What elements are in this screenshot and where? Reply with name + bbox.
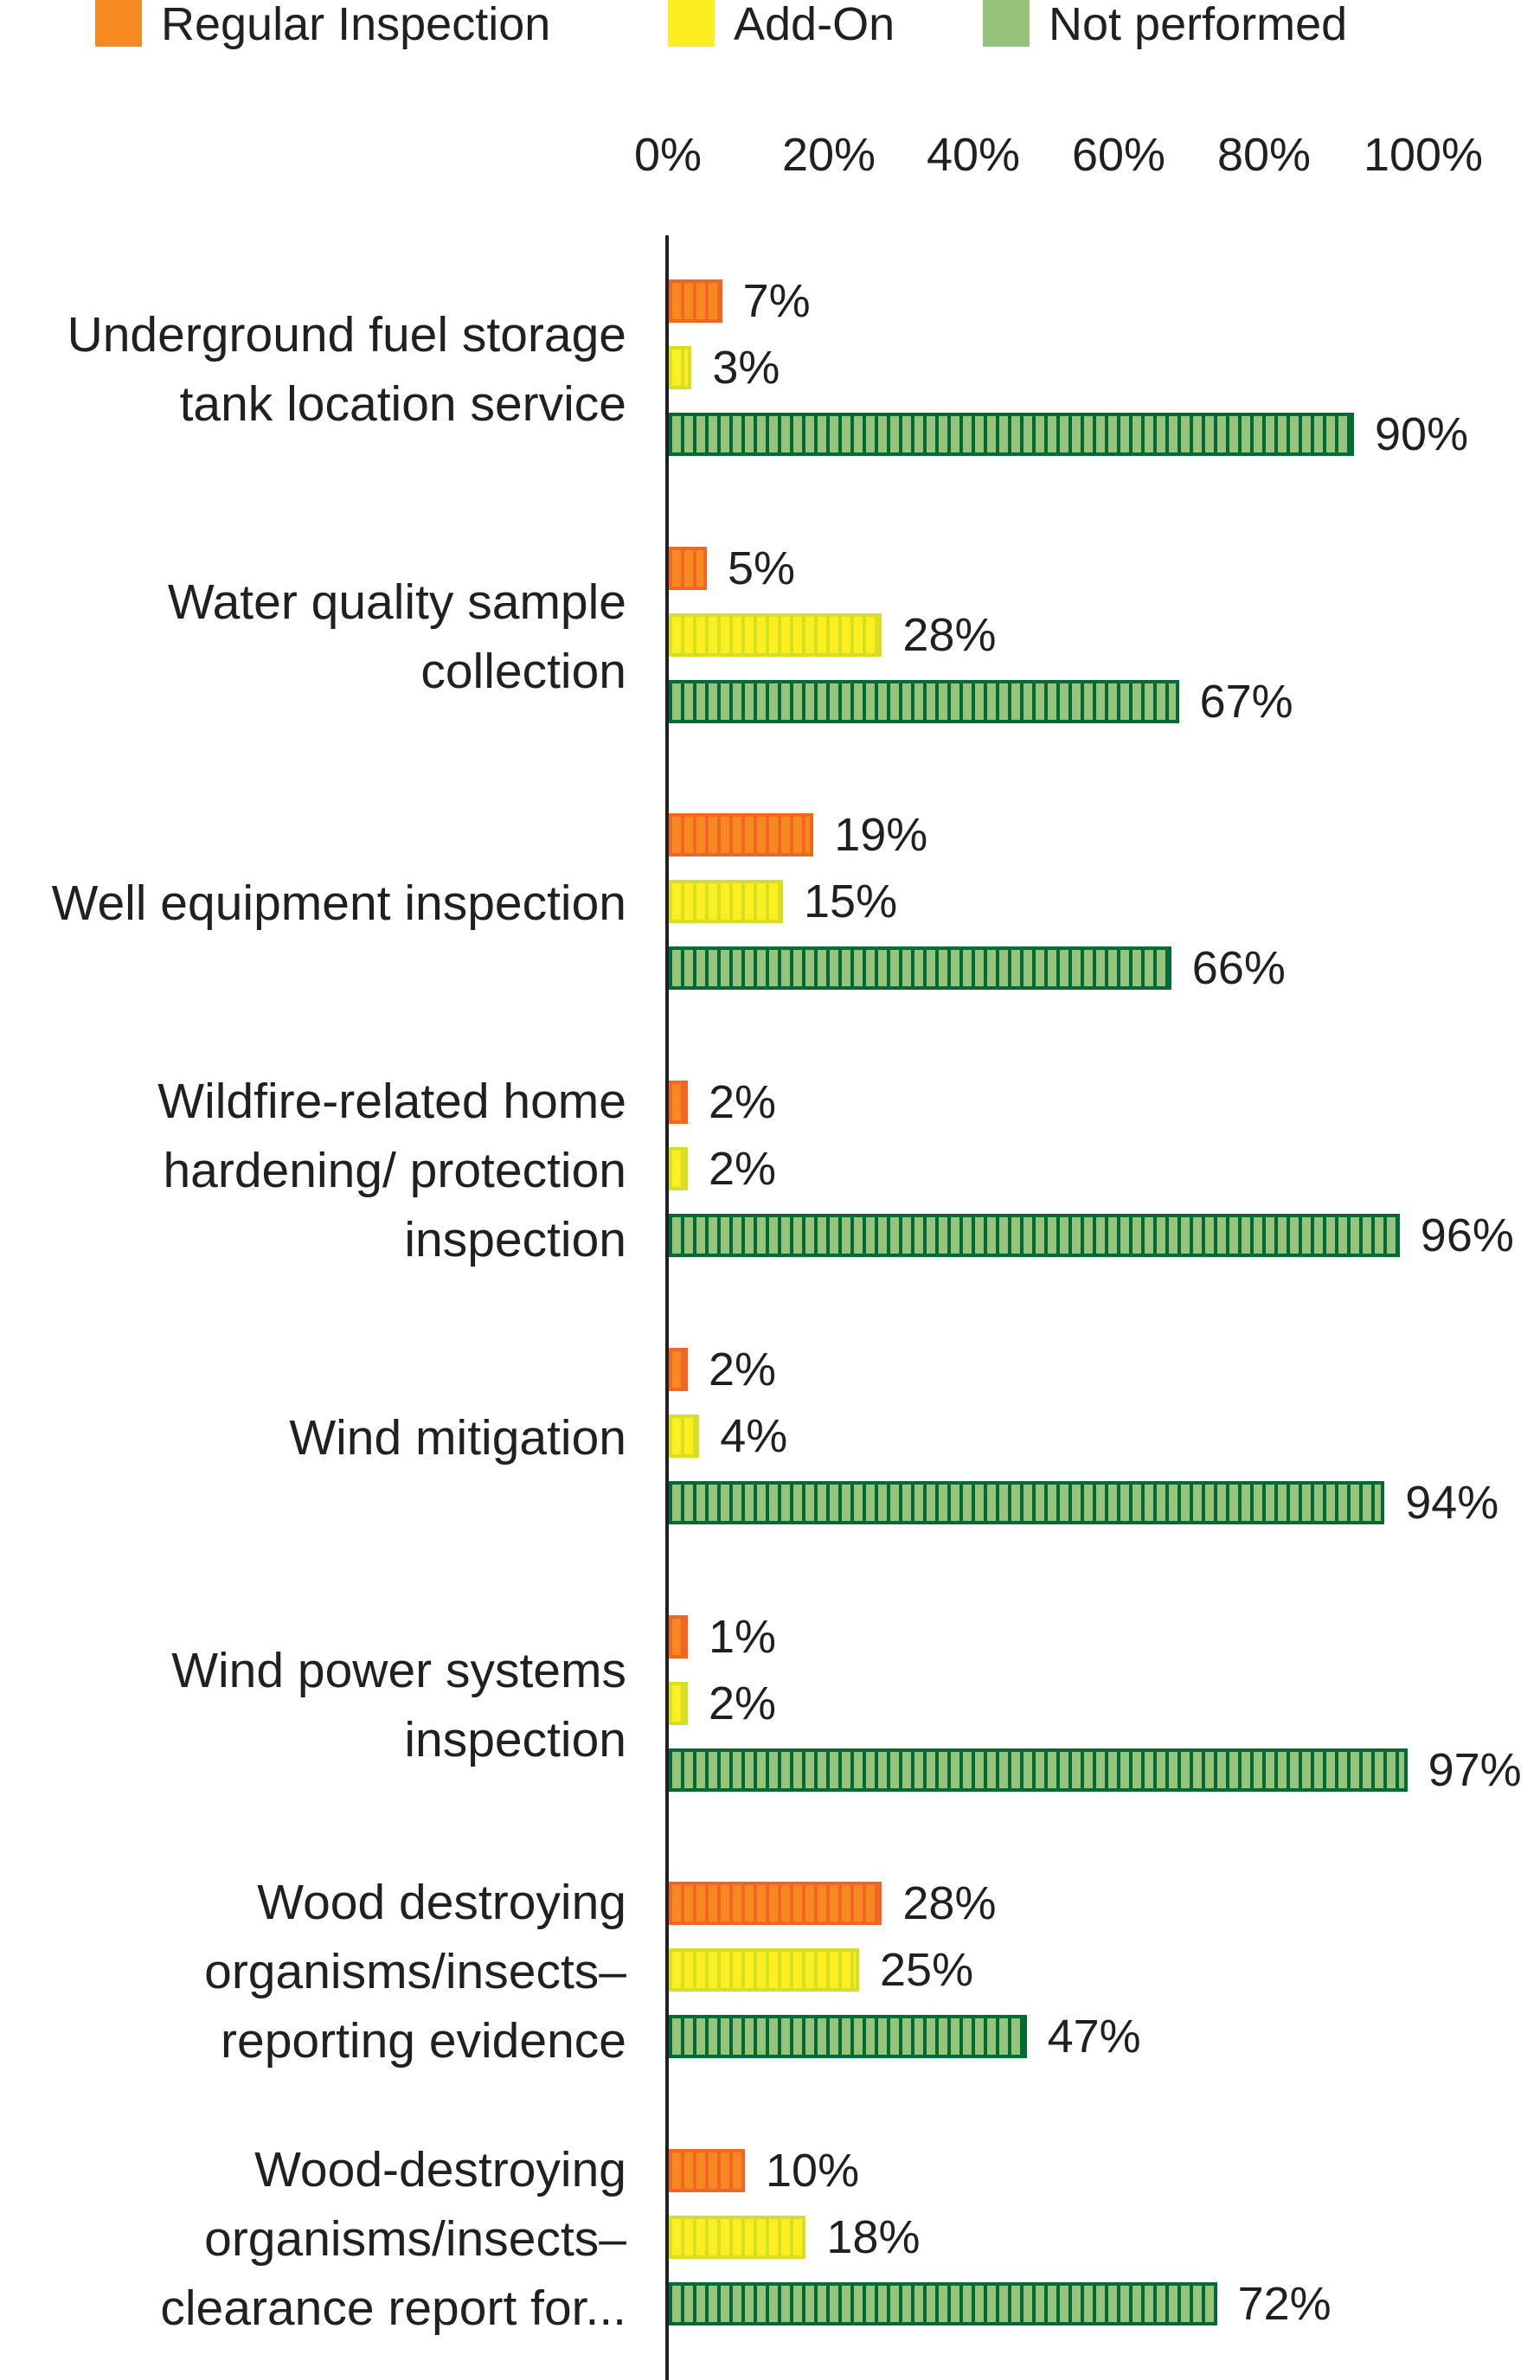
category-label-line: inspection — [404, 1212, 626, 1268]
bar-not-performed — [669, 2281, 1217, 2325]
data-label: 97% — [1428, 1743, 1522, 1796]
category-label-line: Water quality sample — [167, 574, 626, 630]
category-label-line: Well equipment inspection — [51, 876, 626, 932]
category-label: Water quality sample collection — [168, 568, 626, 706]
data-label: 90% — [1375, 408, 1469, 460]
data-label: 3% — [712, 342, 780, 394]
data-label: 2% — [709, 1343, 777, 1395]
data-label: 18% — [826, 2210, 921, 2263]
x-tick-label: 100% — [1363, 129, 1484, 181]
bar-add-on — [669, 1681, 688, 1725]
bar-add-on — [669, 2215, 806, 2259]
category-label: Wood-destroying organisms/insects– clearan… — [160, 2135, 626, 2343]
bar-regular-inspection — [669, 1882, 882, 1926]
legend-item-regular-inspection: Regular Inspection — [95, 0, 550, 48]
category-label: Well equipment inspection — [52, 869, 626, 938]
data-label: 5% — [728, 542, 796, 594]
bar-not-performed — [669, 946, 1171, 991]
category-label: Wind power systems inspection — [171, 1636, 626, 1774]
bar-regular-inspection — [669, 546, 707, 590]
bar-not-performed — [669, 413, 1354, 456]
legend-item-not-performed: Not performed — [983, 0, 1347, 48]
x-tick-label: 60% — [1071, 129, 1166, 181]
category-label-line: Wind mitigation — [289, 1409, 626, 1466]
data-label: 7% — [742, 275, 811, 327]
bar-add-on — [669, 613, 882, 657]
data-label: 96% — [1420, 1209, 1514, 1262]
category-label-line: organisms/insects– — [204, 2210, 626, 2267]
legend-label: Regular Inspection — [161, 0, 551, 50]
data-label: 2% — [709, 1076, 777, 1129]
category-label-line: collection — [420, 643, 626, 699]
category-label-line: hardening/ protection — [163, 1143, 626, 1199]
category-label-line: Wood destroying — [257, 1875, 626, 1931]
category-label-line: Wind power systems — [171, 1642, 626, 1698]
data-label: 67% — [1199, 675, 1293, 728]
bar-add-on — [669, 346, 692, 389]
bar-add-on — [669, 1948, 859, 1992]
bar-not-performed — [669, 679, 1179, 723]
bar-add-on — [669, 1147, 688, 1191]
legend-swatch — [983, 0, 1030, 47]
bar-regular-inspection — [669, 1614, 688, 1658]
bar-not-performed — [669, 1748, 1408, 1792]
bar-not-performed — [669, 1480, 1385, 1524]
data-label: 28% — [902, 608, 997, 661]
data-label: 15% — [804, 876, 898, 928]
data-label: 47% — [1047, 2011, 1141, 2063]
x-tick-label: 40% — [926, 129, 1021, 181]
y-axis-line — [665, 235, 669, 2380]
category-label: Wood destroying organisms/insects– reporti… — [204, 1868, 626, 2075]
bar-not-performed — [669, 1214, 1400, 1258]
data-label: 72% — [1237, 2277, 1331, 2330]
category-label: Wildfire-related home hardening/ protecti… — [157, 1067, 626, 1274]
category-label-line: clearance report for... — [160, 2280, 626, 2336]
bar-regular-inspection — [669, 1347, 688, 1391]
category-label-line: organisms/insects– — [204, 1944, 626, 2000]
category-label: Wind mitigation — [289, 1403, 626, 1472]
data-label: 1% — [709, 1610, 777, 1663]
legend-label: Add-On — [734, 0, 895, 50]
bar-add-on — [669, 1414, 700, 1458]
x-tick-label: 80% — [1216, 129, 1312, 181]
data-label: 94% — [1405, 1476, 1499, 1529]
data-label: 10% — [766, 2144, 860, 2197]
legend-swatch — [668, 0, 715, 47]
x-tick-label: 0% — [633, 129, 703, 181]
category-label-line: Wildfire-related home — [157, 1074, 626, 1130]
bar-not-performed — [669, 2015, 1027, 2059]
legend-item-add-on: Add-On — [668, 0, 895, 48]
bar-regular-inspection — [669, 1081, 688, 1125]
category-label-line: Wood-destroying — [254, 2141, 626, 2197]
category-label-line: tank location service — [179, 376, 626, 432]
bar-add-on — [669, 880, 783, 924]
data-label: 2% — [709, 1143, 777, 1196]
data-label: 66% — [1191, 942, 1286, 995]
data-label: 19% — [834, 809, 928, 862]
data-label: 25% — [880, 1944, 974, 1997]
category-label: Underground fuel storage tank location se… — [67, 300, 626, 439]
bar-regular-inspection — [669, 279, 722, 323]
legend-label: Not performed — [1049, 0, 1348, 50]
bar-regular-inspection — [669, 813, 814, 857]
data-label: 4% — [720, 1409, 788, 1462]
x-tick-label: 20% — [781, 129, 876, 181]
category-label-line: reporting evidence — [221, 2013, 626, 2069]
data-label: 2% — [709, 1677, 777, 1729]
bar-regular-inspection — [669, 2148, 745, 2192]
data-label: 28% — [902, 1877, 997, 1930]
category-label-line: inspection — [404, 1711, 626, 1767]
category-label-line: Underground fuel storage — [67, 307, 626, 362]
legend-swatch — [95, 0, 142, 47]
